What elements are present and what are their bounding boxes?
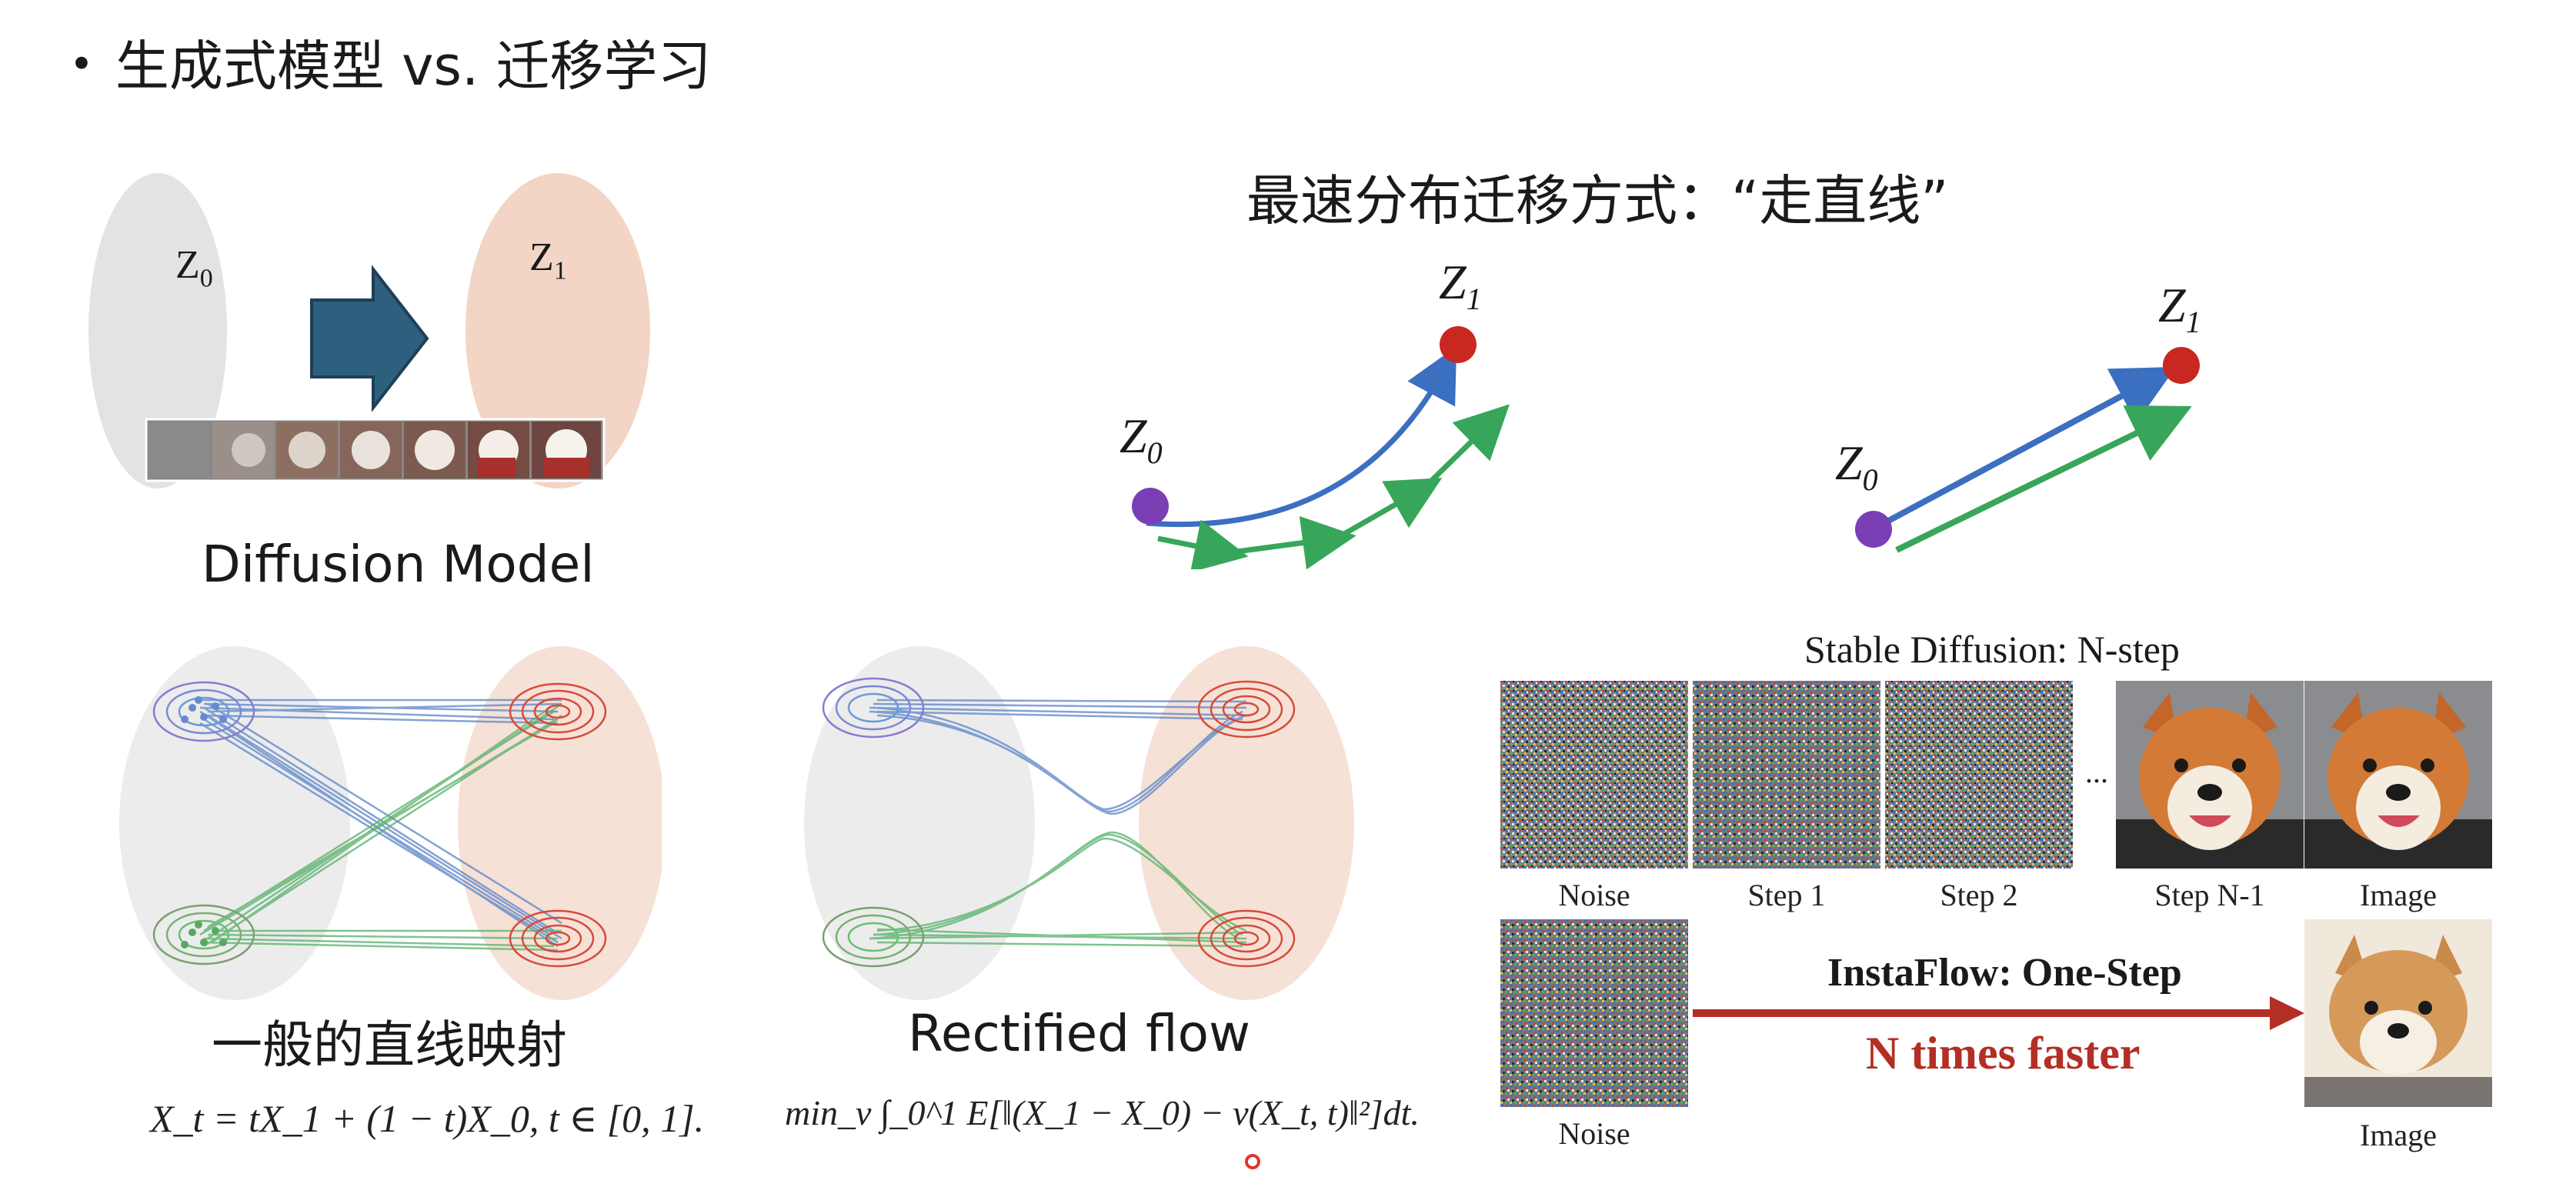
fastest-transfer-heading: 最速分布迁移方式：“走直线” (1246, 169, 1949, 232)
instaflow-image-label: Image (2360, 1118, 2437, 1152)
instaflow-noise-label: Noise (1558, 1116, 1630, 1151)
straight-green-path (1895, 405, 2192, 553)
green-segment-1 (1157, 519, 1249, 569)
z1-distribution (465, 173, 650, 488)
blue-mapping-lines (199, 699, 562, 948)
general-mapping-diagram (119, 646, 662, 1000)
rectified-target-contours (1197, 680, 1296, 968)
bullet: • (69, 40, 94, 88)
curve-start-point (1132, 488, 1169, 525)
source-points-bottom (181, 921, 227, 949)
general-mapping-caption: 一般的直线映射 (212, 1015, 567, 1075)
source-contours (152, 681, 255, 965)
straight-path-diagram (1855, 347, 2200, 553)
stable-diffusion-heading: Stable Diffusion: N-step (1804, 628, 2180, 671)
general-mapping-formula: X_t = tX_1 + (1 − t)X_0, t ∈ [0, 1]. (150, 1097, 705, 1140)
green-segment-2 (1230, 515, 1356, 569)
transfer-arrow (310, 265, 429, 412)
step2-frame (1885, 681, 2073, 869)
sd-ellipsis: ... (2085, 755, 2108, 789)
stable-diffusion-frames (1500, 681, 2492, 869)
rectified-blue-lines (869, 699, 1251, 815)
green-mapping-lines (199, 702, 562, 952)
instaflow-arrow-head (2270, 996, 2304, 1030)
instaflow-noise-frame (1500, 919, 1688, 1107)
step1-frame (1693, 681, 1880, 869)
rectified-flow-caption: Rectified flow (908, 1004, 1250, 1063)
curve-z1-label: Z1 (1439, 255, 1482, 316)
target-contours (509, 682, 607, 968)
diffusion-model-diagram (88, 173, 650, 488)
instaflow-diagram (1500, 919, 2492, 1107)
instaflow-image-frame (2304, 919, 2492, 1107)
slide-title: • 生成式模型 vs. 迁移学习 (69, 23, 712, 101)
straight-z1-label: Z1 (2158, 278, 2201, 339)
diffusion-z1-label: Z1 (529, 235, 567, 285)
cursor-indicator (1245, 1154, 1260, 1169)
noise-frame (1500, 681, 1688, 869)
step-n1-frame (2116, 681, 2304, 869)
sd-label-noise: Noise (1558, 878, 1630, 912)
sd-label-step2: Step 2 (1940, 878, 2018, 912)
diffusion-model-caption: Diffusion Model (202, 535, 595, 594)
sd-label-image: Image (2360, 878, 2437, 912)
straight-start-point (1855, 511, 1892, 548)
rectified-green-lines (869, 831, 1251, 948)
green-segment-3 (1337, 478, 1443, 540)
z0-distribution (88, 173, 227, 488)
sd-label-step-n1: Step N-1 (2154, 878, 2265, 912)
green-segment-4 (1421, 404, 1510, 491)
source-points-top (181, 696, 227, 723)
instaflow-subtitle: N times faster (1866, 1028, 2141, 1079)
rectified-flow-formula: min_v ∫_0^1 E[‖(X_1 − X_0) − v(X_t, t)‖²… (785, 1093, 1420, 1132)
straight-end-point (2163, 347, 2200, 384)
curve-z0-label: Z0 (1119, 408, 1163, 470)
final-image-frame (2304, 681, 2492, 869)
diffusion-z0-label: Z0 (175, 243, 213, 293)
slide-title-text: 生成式模型 vs. 迁移学习 (115, 35, 712, 98)
rectified-flow-diagram (804, 646, 1354, 1000)
curve-end-point (1440, 326, 1477, 363)
diffusion-step-strip (145, 418, 606, 482)
instaflow-title: InstaFlow: One-Step (1827, 951, 2182, 995)
rectified-source-contours (822, 677, 925, 968)
straight-blue-path (1880, 366, 2177, 528)
straight-z0-label: Z0 (1835, 435, 1878, 497)
curved-path-diagram (1132, 326, 1510, 569)
sd-label-step1: Step 1 (1747, 878, 1826, 912)
